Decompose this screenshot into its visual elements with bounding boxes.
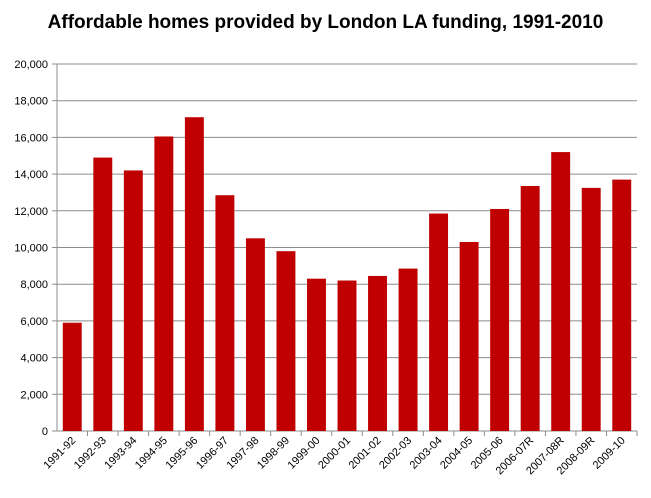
- x-tick-label: 1992-93: [72, 435, 109, 472]
- x-tick-label: 1996-97: [194, 435, 231, 472]
- bar: [612, 179, 632, 431]
- bar: [490, 208, 510, 431]
- y-tick-label: 20,000: [14, 59, 48, 71]
- x-tick-label: 1995-96: [163, 435, 200, 472]
- y-tick-label: 6,000: [20, 316, 48, 328]
- bar: [93, 157, 113, 431]
- x-tick-label: 1998-99: [255, 435, 292, 472]
- y-tick-label: 0: [42, 426, 48, 438]
- bar: [337, 280, 357, 431]
- x-tick-label: 2002-03: [377, 435, 414, 472]
- bar: [123, 170, 143, 431]
- bar: [184, 117, 204, 431]
- x-tick-label: 2004-05: [438, 435, 475, 472]
- bar: [245, 238, 265, 431]
- x-tick-label: 2003-04: [408, 435, 445, 472]
- chart-title: Affordable homes provided by London LA f…: [47, 12, 604, 33]
- x-tick-label: 1999-00: [286, 435, 323, 472]
- y-tick-label: 10,000: [14, 243, 48, 255]
- y-tick-label: 18,000: [14, 96, 48, 108]
- bar: [459, 241, 479, 431]
- bar: [581, 187, 601, 431]
- x-tick-label: 2000-01: [316, 435, 353, 472]
- x-tick-label: 2009-10: [591, 435, 628, 472]
- bar: [398, 268, 418, 431]
- x-tick-label: 2001-02: [347, 435, 384, 472]
- bar: [154, 136, 174, 432]
- bar: [307, 278, 326, 431]
- y-tick-label: 14,000: [14, 169, 48, 181]
- bar: [62, 322, 82, 431]
- bar: [520, 186, 540, 431]
- bar: [276, 251, 296, 431]
- x-tick-label: 1993-94: [102, 435, 139, 472]
- x-tick-label: 1997-98: [225, 435, 262, 472]
- bar: [429, 213, 449, 431]
- y-tick-label: 16,000: [14, 132, 48, 144]
- y-tick-label: 12,000: [14, 206, 48, 218]
- bar: [551, 152, 571, 431]
- x-tick-label: 1994-95: [133, 435, 170, 472]
- bar: [215, 195, 235, 431]
- y-tick-label: 8,000: [20, 279, 48, 291]
- y-tick-label: 2,000: [20, 389, 48, 401]
- x-tick-label: 1991-92: [41, 435, 78, 472]
- bar: [368, 275, 387, 431]
- y-tick-label: 4,000: [20, 353, 48, 365]
